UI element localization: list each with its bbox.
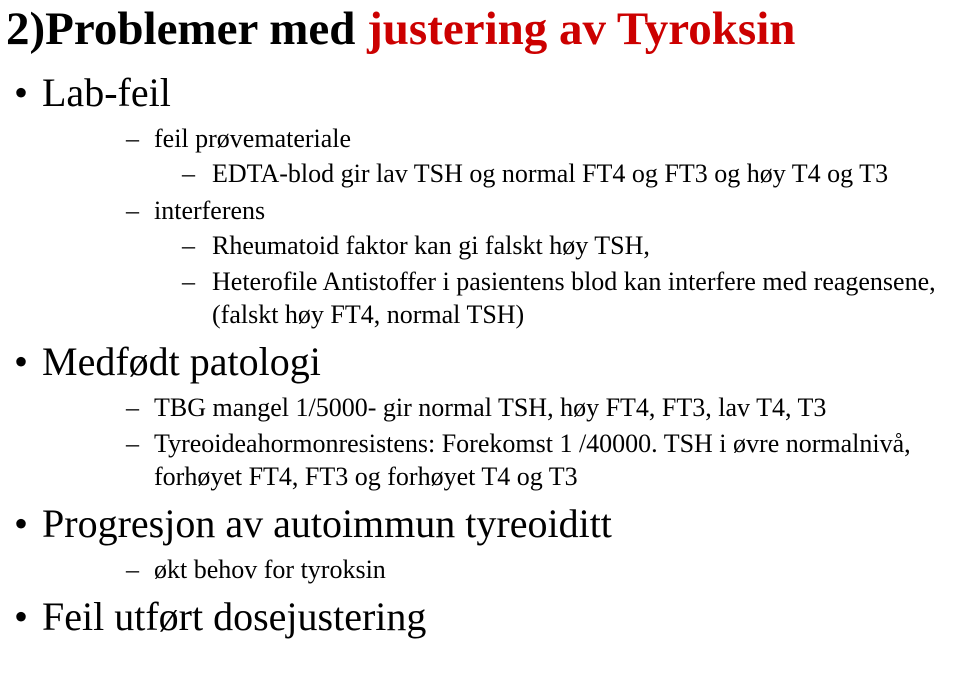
item-label: TBG mangel 1/5000- gir normal TSH, høy F…: [154, 393, 826, 422]
item-label: Heterofile Antistoffer i pasientens blod…: [212, 267, 936, 329]
list-item: Tyreoideahormonresistens: Forekomst 1 /4…: [126, 427, 936, 494]
list-item: Feil utført dosejustering: [14, 592, 936, 642]
item-label: Feil utført dosejustering: [42, 594, 426, 639]
list-item: EDTA-blod gir lav TSH og normal FT4 og F…: [182, 157, 936, 190]
item-label: økt behov for tyroksin: [154, 555, 386, 584]
sub-list: EDTA-blod gir lav TSH og normal FT4 og F…: [154, 157, 936, 190]
list-item: Lab-feil feil prøvemateriale EDTA-blod g…: [14, 68, 936, 332]
list-item: interferens Rheumatoid faktor kan gi fal…: [126, 194, 936, 331]
slide-title: 2)Problemer med justering av Tyroksin: [0, 4, 936, 56]
list-item: Progresjon av autoimmun tyreoiditt økt b…: [14, 499, 936, 586]
bullet-list: Lab-feil feil prøvemateriale EDTA-blod g…: [0, 68, 936, 643]
sub-list: Rheumatoid faktor kan gi falskt høy TSH,…: [154, 229, 936, 331]
slide: 2)Problemer med justering av Tyroksin La…: [0, 0, 960, 694]
item-label: interferens: [154, 196, 265, 225]
title-part-2: justering av Tyroksin: [367, 3, 795, 55]
sub-list: TBG mangel 1/5000- gir normal TSH, høy F…: [42, 391, 936, 493]
item-label: Tyreoideahormonresistens: Forekomst 1 /4…: [154, 429, 911, 491]
list-item: feil prøvemateriale EDTA-blod gir lav TS…: [126, 122, 936, 191]
list-item: økt behov for tyroksin: [126, 553, 936, 586]
list-item: Heterofile Antistoffer i pasientens blod…: [182, 265, 936, 332]
sub-list: økt behov for tyroksin: [42, 553, 936, 586]
sub-list: feil prøvemateriale EDTA-blod gir lav TS…: [42, 122, 936, 332]
list-item: TBG mangel 1/5000- gir normal TSH, høy F…: [126, 391, 936, 424]
item-label: Progresjon av autoimmun tyreoiditt: [42, 501, 612, 546]
item-label: feil prøvemateriale: [154, 124, 351, 153]
item-label: EDTA-blod gir lav TSH og normal FT4 og F…: [212, 159, 888, 188]
list-item: Rheumatoid faktor kan gi falskt høy TSH,: [182, 229, 936, 262]
title-part-1: 2)Problemer med: [6, 3, 367, 55]
item-label: Lab-feil: [42, 70, 171, 115]
list-item: Medfødt patologi TBG mangel 1/5000- gir …: [14, 337, 936, 493]
item-label: Medfødt patologi: [42, 339, 321, 384]
item-label: Rheumatoid faktor kan gi falskt høy TSH,: [212, 231, 650, 260]
